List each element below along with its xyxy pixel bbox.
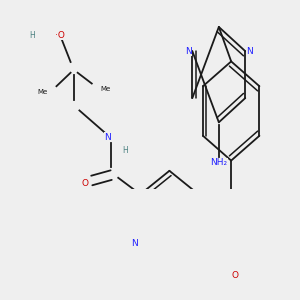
Text: O: O (81, 179, 88, 188)
Text: ·O: ·O (55, 31, 64, 40)
Text: N: N (246, 47, 253, 56)
Text: N: N (131, 239, 137, 248)
Text: H: H (29, 31, 35, 40)
Text: H: H (122, 146, 128, 155)
Text: Me: Me (100, 86, 111, 92)
Text: O: O (231, 272, 238, 280)
Text: NH₂: NH₂ (210, 158, 227, 167)
Text: N: N (185, 47, 191, 56)
Text: N: N (104, 133, 111, 142)
Text: Me: Me (38, 88, 48, 94)
